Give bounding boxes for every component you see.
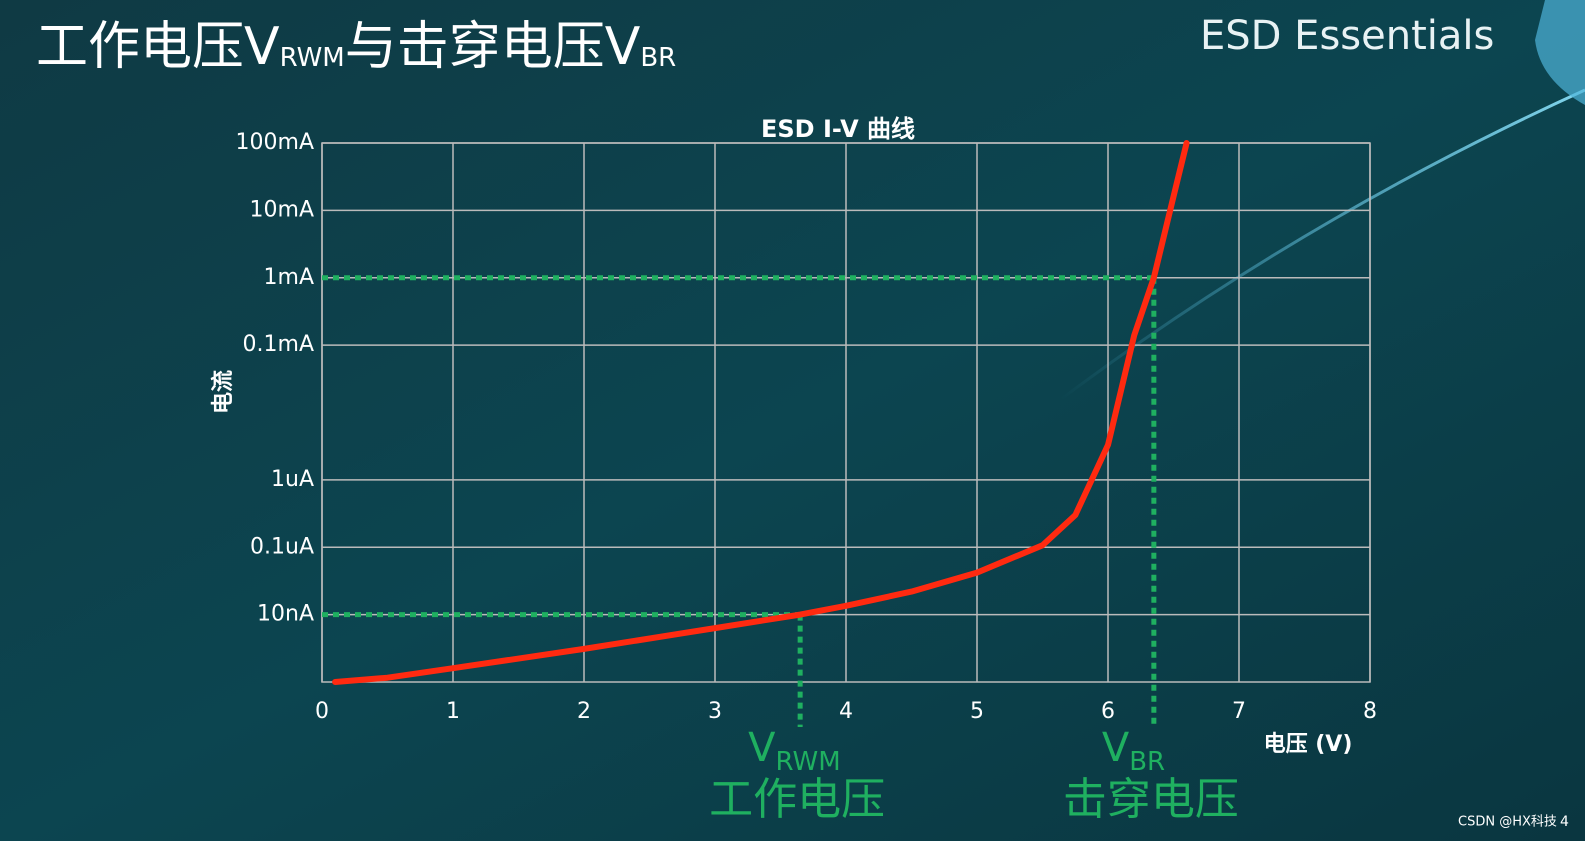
symbol: V [748, 725, 776, 771]
x-tick-label: 0 [315, 699, 329, 724]
y-tick-label: 1mA [264, 265, 314, 290]
watermark: CSDN @HX科技 [1458, 815, 1557, 830]
x-tick-label: 2 [577, 699, 591, 724]
x-tick-label: 4 [839, 699, 853, 724]
y-tick-label: 100mA [236, 130, 314, 155]
title-part: 与击穿电压V [345, 17, 641, 77]
x-tick-label: 6 [1101, 699, 1115, 724]
reference-label: 击穿电压 [1063, 774, 1239, 825]
curve [332, 140, 1190, 685]
reference-symbol: VBR [1102, 725, 1165, 777]
chart-title: ESD I-V 曲线 [761, 115, 915, 143]
plot: 0 1 2 3 4 5 6 7 8100mA10mA1mA0.1mA1uA0.1uA10nAVR… [236, 130, 1377, 825]
title-subscript: RWM [280, 43, 345, 73]
y-tick-label: 1uA [271, 467, 314, 492]
y-tick-label: 10mA [250, 197, 314, 222]
page-number: 4 [1560, 814, 1569, 830]
subscript: BR [1129, 747, 1165, 777]
symbol: V [1102, 725, 1130, 771]
x-tick-label: 7 [1232, 699, 1246, 724]
reference-label: 工作电压 [709, 774, 885, 825]
reference-symbol: VRWM [748, 725, 841, 777]
x-tick-label: 5 [970, 699, 984, 724]
slide-title: 工作电压VRWM与击穿电压VBR [36, 17, 676, 77]
y-tick-label: 10nA [257, 602, 314, 627]
brand: ESD Essentials [1200, 13, 1494, 59]
x-axis-label: 电压 (V) [1264, 732, 1353, 757]
y-tick-label: 0.1mA [243, 332, 314, 357]
title-subscript: BR [640, 43, 676, 73]
x-tick-label: 8 [1363, 699, 1377, 724]
decor-shield [1535, 0, 1585, 105]
subscript: RWM [776, 747, 841, 777]
x-tick-label: 1 [446, 699, 460, 724]
x-tick-label: 3 [708, 699, 722, 724]
title-part: 工作电压V [36, 17, 280, 77]
y-tick-label: 0.1uA [250, 534, 314, 559]
y-axis-label: 电流 [210, 370, 236, 414]
